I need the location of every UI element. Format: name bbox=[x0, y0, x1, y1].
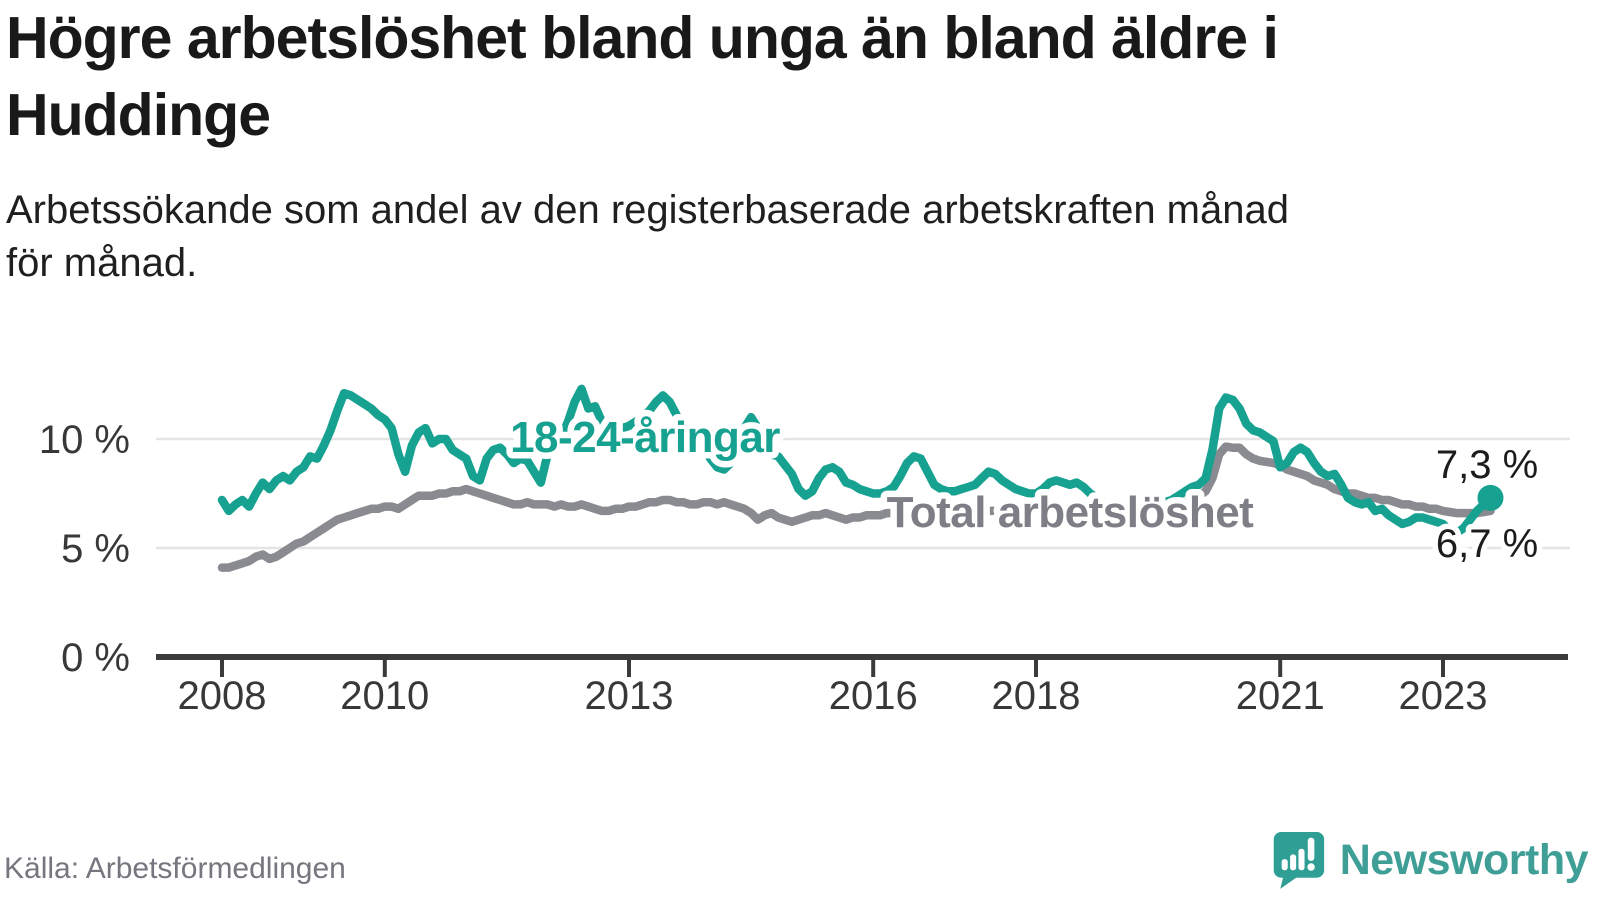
x-tick-label: 2018 bbox=[992, 674, 1081, 718]
x-tick-label: 2016 bbox=[829, 674, 918, 718]
newsworthy-wordmark: Newsworthy bbox=[1339, 835, 1589, 884]
x-tick-label: 2013 bbox=[585, 674, 674, 718]
source-note: Källa: Arbetsförmedlingen bbox=[4, 852, 346, 885]
x-tick-label: 2008 bbox=[178, 674, 267, 718]
series-label: Total arbetslöshet bbox=[887, 488, 1255, 537]
x-tick-label: 2021 bbox=[1236, 674, 1325, 718]
x-tick-label: 2023 bbox=[1399, 674, 1488, 718]
chart-subtitle: Arbetssökande som andel av den registerb… bbox=[6, 188, 1289, 286]
newsworthy-bubble-chart-icon bbox=[1270, 830, 1326, 890]
y-tick-label: 5 % bbox=[61, 527, 130, 571]
y-tick-label: 10 % bbox=[39, 418, 130, 462]
y-tick-label: 0 % bbox=[61, 636, 130, 680]
series-line-Total arbetslöshet bbox=[217, 442, 1495, 572]
value-annotation: 6,7 % bbox=[1436, 522, 1538, 566]
x-tick-label: 2010 bbox=[340, 674, 429, 718]
value-annotation: 7,3 % bbox=[1436, 443, 1538, 487]
newsworthy-logo[interactable]: Newsworthy bbox=[1270, 830, 1589, 890]
page-title: Högre arbetslöshet bland unga än bland ä… bbox=[6, 5, 1279, 148]
series-end-dot bbox=[1477, 484, 1504, 511]
series-line-18-24-åringar bbox=[217, 384, 1495, 537]
series-label: 18-24-åringar bbox=[510, 413, 780, 462]
